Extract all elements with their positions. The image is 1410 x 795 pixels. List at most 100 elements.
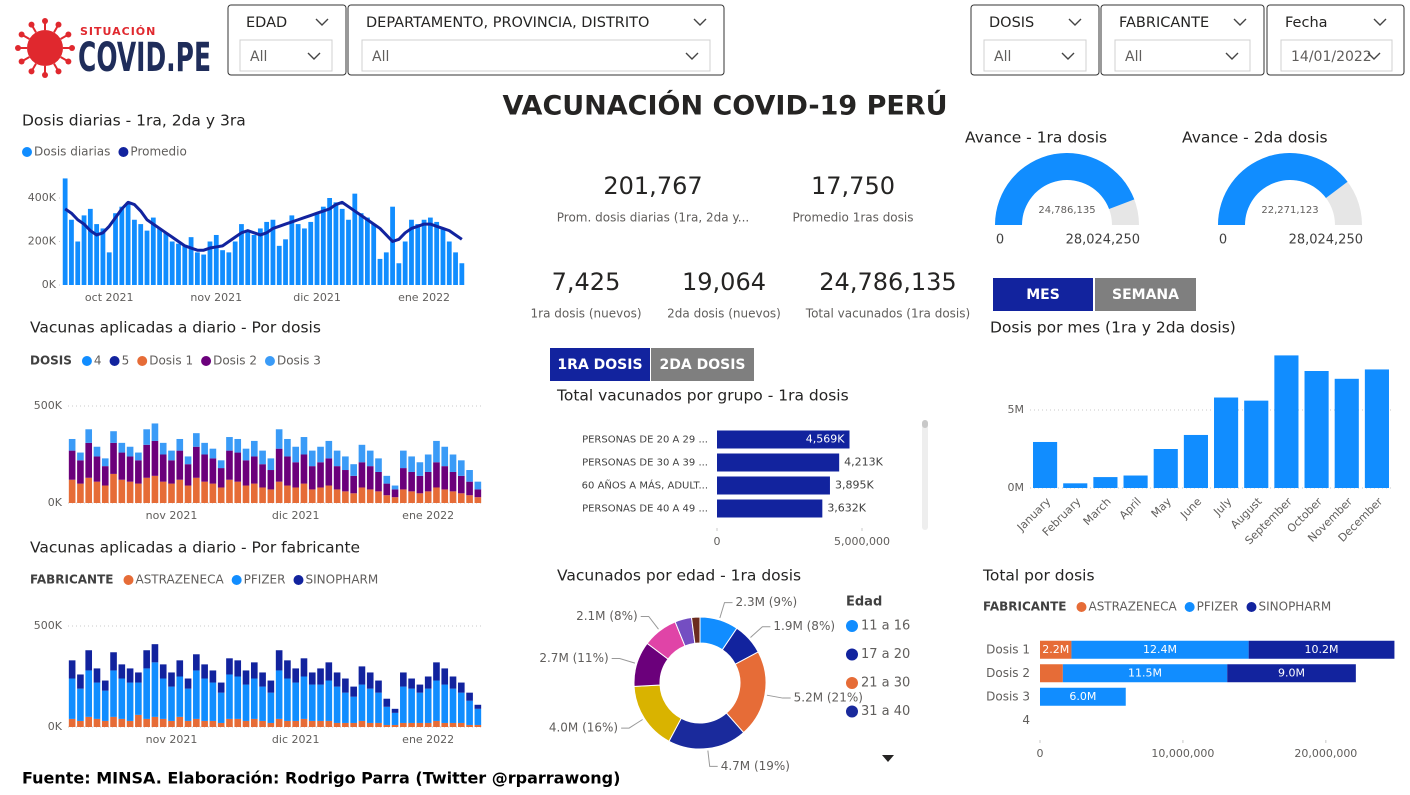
filter-label: EDAD [246,15,287,31]
legend-marker [846,620,858,632]
filter-value[interactable]: All [994,49,1011,65]
scrollbar-thumb[interactable] [922,420,928,428]
legend-scroll-arrow[interactable] [882,755,894,762]
filter-value[interactable]: All [1125,49,1142,65]
bar [320,206,326,285]
data-label: 12.4M [1143,643,1177,656]
bar-segment [433,720,440,727]
x-tick-label: dic 2021 [293,291,341,304]
bar-segment [441,466,449,490]
bar-segment [466,481,473,496]
bar-segment [408,678,415,689]
bar-segment [350,475,357,494]
footer: Fuente: MINSA. Elaboración: Rodrigo Parr… [22,769,620,788]
bar-segment [209,458,217,484]
bar-segment [68,718,76,727]
bar-segment [250,483,258,503]
bar-segment [408,471,415,492]
filter-dropdown[interactable] [1114,39,1251,72]
bar-segment [143,477,150,503]
bar-segment [217,692,225,723]
bar-segment [383,483,391,496]
bar-segment [201,678,208,721]
bar-segment [250,662,258,679]
scrollbar[interactable] [922,420,928,530]
bar-segment [135,483,142,503]
bar-segment [441,684,449,723]
filter-value[interactable]: All [250,49,267,65]
bar-segment [1248,640,1395,659]
bar-segment [284,456,291,486]
bar [415,224,421,285]
bar [270,219,276,285]
bar-segment [325,680,333,721]
logo-top: SITUACIÓN [80,25,156,38]
bar-segment [358,444,366,463]
bar-segment [159,664,167,679]
gauge-value-label: 22,271,123 [1261,205,1318,216]
filter-value[interactable]: 14/01/2022 [1291,49,1372,65]
bar-segment [168,460,175,484]
bar [232,241,238,285]
bar-segment [400,468,407,490]
bar-segment [449,722,457,727]
bar-segment [466,724,473,727]
bar-segment [383,475,391,484]
bar-segment [234,660,242,677]
toggle-button[interactable] [550,348,650,381]
bar-segment [300,454,308,484]
kpi-value: 19,064 [682,268,766,296]
bar [125,202,131,285]
bar-segment [300,658,308,677]
logo-spike-tip [28,21,35,28]
toggle-button[interactable] [993,278,1093,311]
toggle-label[interactable]: MES [1026,287,1060,303]
bar-segment [400,686,407,723]
bar-segment [441,446,449,467]
bar-segment [143,718,150,727]
bar [453,252,458,285]
filter-value[interactable]: All [372,49,389,65]
bar-segment [242,448,250,461]
legend-marker [81,356,92,366]
bar-segment [151,662,159,717]
bar [239,224,244,285]
bar-segment [168,672,175,687]
toggle-label[interactable]: 2DA DOSIS [660,357,746,373]
bar [87,208,93,285]
chart-title: Avance - 2da dosis [1182,129,1328,147]
legend-label: ASTRAZENECA [135,573,224,587]
chart-title: Vacunas aplicadas a diario - Por fabrica… [30,539,360,557]
bar [1214,397,1239,488]
legend-marker [109,356,120,366]
bar-segment [118,452,126,480]
bar-segment [474,497,482,503]
bar-segment [234,452,242,482]
bar-segment [259,720,266,727]
bar-segment [366,466,374,490]
toggle-label[interactable]: SEMANA [1112,287,1179,303]
bar-segment [101,720,109,727]
filter-dropdown[interactable] [983,39,1087,72]
logo-spike-tip [42,72,48,78]
bar-segment [474,481,482,490]
bar-segment [375,458,382,472]
logo-spike-tip [15,45,21,51]
data-label: 6.0M [1069,690,1096,703]
toggle-label[interactable]: 1RA DOSIS [557,357,642,373]
y-tick-label: Dosis 2 [986,666,1030,680]
bar [62,178,68,285]
bar-segment [93,668,101,683]
toggle-button[interactable] [651,348,754,381]
gauge-min-label: 0 [996,233,1004,248]
bar-segment [375,491,382,503]
data-label: 3,632K [827,502,866,515]
page-title: VACUNACIÓN COVID-19 PERÚ [502,90,947,122]
toggle-button[interactable] [1095,278,1196,311]
y-tick-label: 500K [34,399,63,412]
filter-dropdown[interactable] [361,39,711,72]
bar-segment [184,485,192,503]
filter-dropdown[interactable] [1280,39,1393,72]
bar [113,213,118,285]
bar [182,245,188,285]
